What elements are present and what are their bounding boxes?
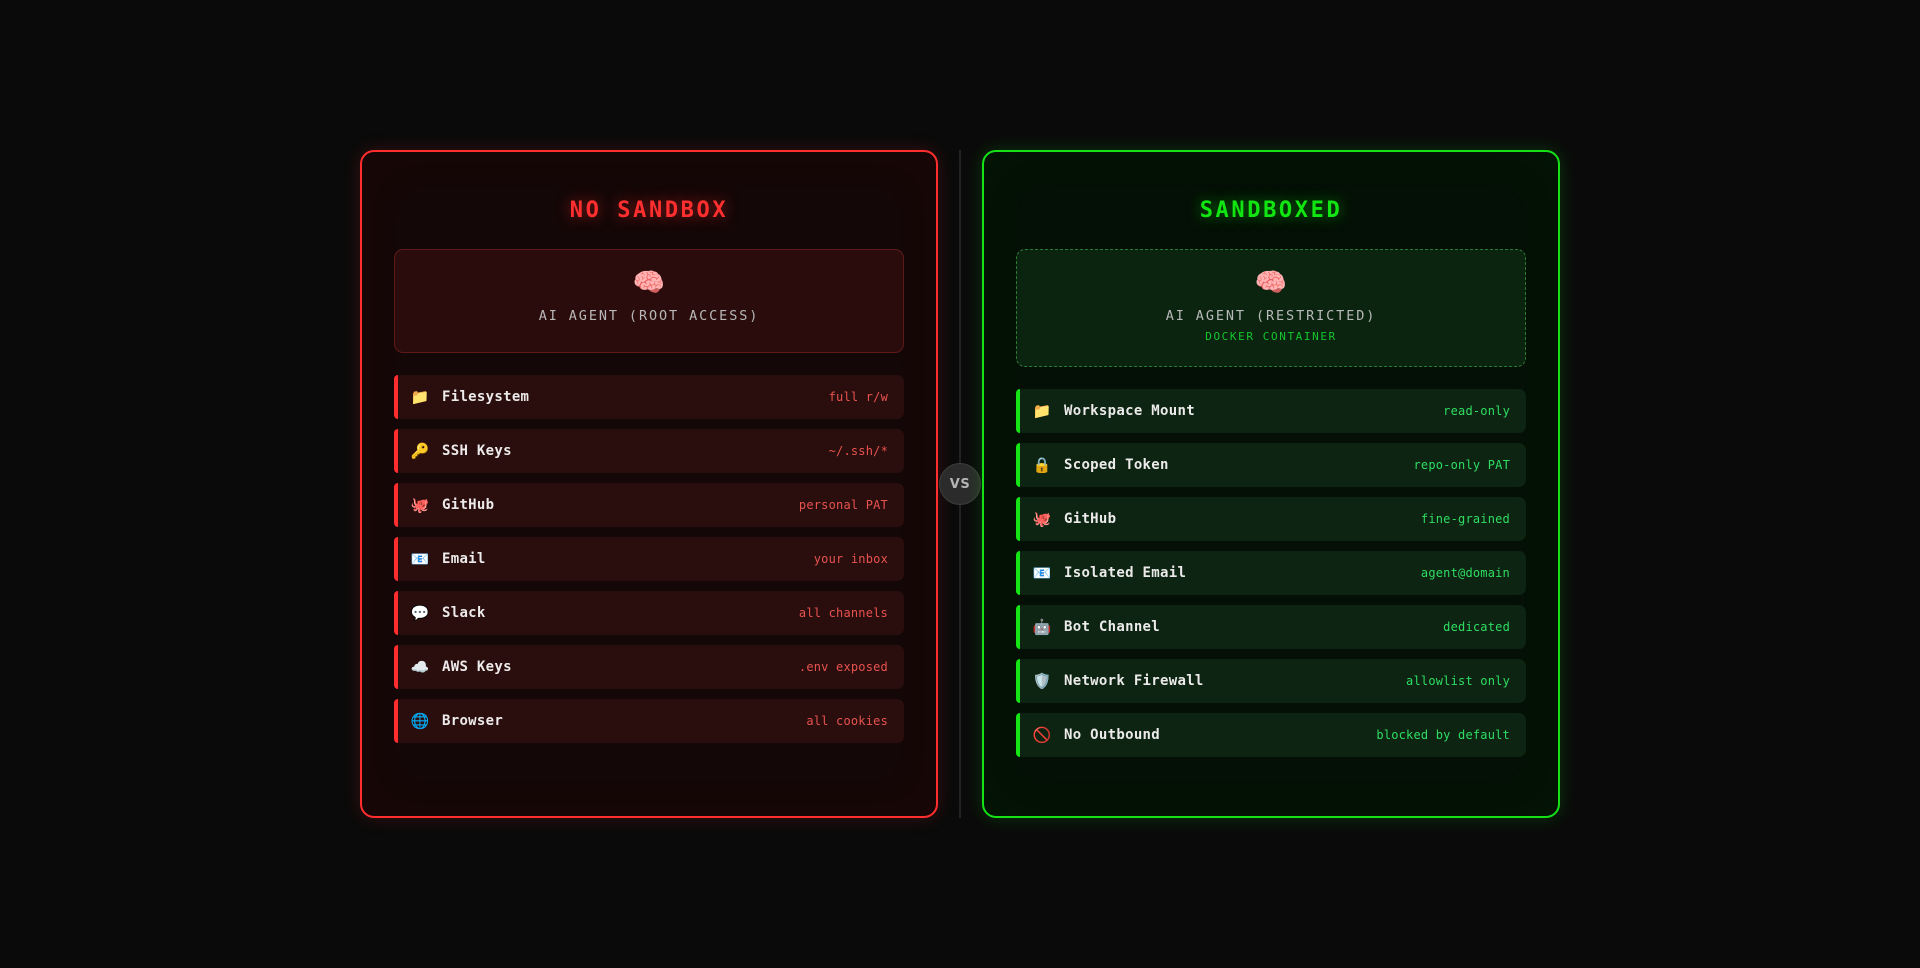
agent-box-restricted: 🧠 AI AGENT (RESTRICTED) DOCKER CONTAINER [1016, 249, 1526, 367]
list-item[interactable]: 📧 Email your inbox [394, 537, 904, 581]
key-icon: 🔑 [410, 442, 430, 460]
list-item[interactable]: 📧 Isolated Email agent@domain [1016, 551, 1526, 595]
panel-sandboxed: SANDBOXED 🧠 AI AGENT (RESTRICTED) DOCKER… [982, 150, 1560, 818]
brain-emoji-icon: 🧠 [632, 268, 666, 298]
row-label: No Outbound [1064, 727, 1161, 743]
vs-badge: VS [939, 463, 981, 505]
list-item[interactable]: 📁 Filesystem full r/w [394, 375, 904, 419]
row-accent-bar [394, 375, 398, 419]
list-item[interactable]: ☁️ AWS Keys .env exposed [394, 645, 904, 689]
row-value: agent@domain [1420, 566, 1510, 580]
row-label: Isolated Email [1064, 565, 1187, 581]
row-accent-bar [1016, 443, 1020, 487]
row-label: Scoped Token [1064, 457, 1169, 473]
lock-icon: 🔒 [1032, 456, 1052, 474]
row-accent-bar [1016, 389, 1020, 433]
shield-icon: 🛡️ [1032, 672, 1052, 690]
row-accent-bar [394, 699, 398, 743]
list-item[interactable]: 🐙 GitHub fine-grained [1016, 497, 1526, 541]
octopus-icon: 🐙 [410, 496, 430, 514]
row-label: Bot Channel [1064, 619, 1161, 635]
row-label: GitHub [1064, 511, 1117, 527]
row-value: read-only [1443, 404, 1510, 418]
agent-sublabel-docker-container: DOCKER CONTAINER [1205, 330, 1337, 343]
row-label: Network Firewall [1064, 673, 1204, 689]
panel-no-sandbox: NO SANDBOX 🧠 AI AGENT (ROOT ACCESS) 📁 Fi… [360, 150, 938, 818]
robot-icon: 🤖 [1032, 618, 1052, 636]
row-value: allowlist only [1406, 674, 1510, 688]
list-item[interactable]: 🛡️ Network Firewall allowlist only [1016, 659, 1526, 703]
panel-title-sandboxed: SANDBOXED [1199, 198, 1343, 223]
row-accent-bar [394, 483, 398, 527]
agent-label-restricted: AI AGENT (RESTRICTED) [1165, 308, 1377, 324]
folder-icon: 📁 [410, 388, 430, 406]
row-label: Browser [442, 713, 504, 729]
email-icon: 📧 [410, 550, 430, 568]
speech-balloon-icon: 💬 [410, 604, 430, 622]
brain-emoji-icon: 🧠 [1254, 268, 1288, 298]
folder-icon: 📁 [1032, 402, 1052, 420]
list-item[interactable]: 🔑 SSH Keys ~/.ssh/* [394, 429, 904, 473]
row-accent-bar [394, 645, 398, 689]
row-accent-bar [394, 537, 398, 581]
capability-list-no-sandbox: 📁 Filesystem full r/w 🔑 SSH Keys ~/.ssh/… [394, 375, 904, 743]
row-accent-bar [394, 591, 398, 635]
row-accent-bar [1016, 713, 1020, 757]
row-accent-bar [1016, 605, 1020, 649]
list-item[interactable]: 🌐 Browser all cookies [394, 699, 904, 743]
row-label: AWS Keys [442, 659, 512, 675]
cloud-icon: ☁️ [410, 658, 430, 676]
list-item[interactable]: 🤖 Bot Channel dedicated [1016, 605, 1526, 649]
row-label: Workspace Mount [1064, 403, 1195, 419]
row-label: Email [442, 551, 486, 567]
list-item[interactable]: 📁 Workspace Mount read-only [1016, 389, 1526, 433]
row-accent-bar [1016, 497, 1020, 541]
row-label: Filesystem [442, 389, 530, 405]
row-label: GitHub [442, 497, 495, 513]
agent-label-root-access: AI AGENT (ROOT ACCESS) [538, 308, 760, 324]
row-value: dedicated [1443, 620, 1510, 634]
row-accent-bar [1016, 659, 1020, 703]
row-label: SSH Keys [442, 443, 512, 459]
email-icon: 📧 [1032, 564, 1052, 582]
row-value: fine-grained [1420, 512, 1510, 526]
row-value: blocked by default [1376, 728, 1510, 742]
prohibited-icon: 🚫 [1032, 726, 1052, 744]
list-item[interactable]: 🔒 Scoped Token repo-only PAT [1016, 443, 1526, 487]
row-value: full r/w [828, 390, 888, 404]
row-value: your inbox [813, 552, 888, 566]
row-value: ~/.ssh/* [828, 444, 888, 458]
row-value: all channels [798, 606, 888, 620]
list-item[interactable]: 🚫 No Outbound blocked by default [1016, 713, 1526, 757]
row-value: all cookies [806, 714, 888, 728]
row-value: repo-only PAT [1413, 458, 1510, 472]
capability-list-sandboxed: 📁 Workspace Mount read-only 🔒 Scoped Tok… [1016, 389, 1526, 757]
list-item[interactable]: 💬 Slack all channels [394, 591, 904, 635]
panel-title-no-sandbox: NO SANDBOX [569, 198, 729, 223]
agent-box-root-access: 🧠 AI AGENT (ROOT ACCESS) [394, 249, 904, 353]
row-accent-bar [1016, 551, 1020, 595]
row-value: personal PAT [798, 498, 888, 512]
comparison-diagram: NO SANDBOX 🧠 AI AGENT (ROOT ACCESS) 📁 Fi… [360, 150, 1560, 818]
octopus-icon: 🐙 [1032, 510, 1052, 528]
globe-icon: 🌐 [410, 712, 430, 730]
row-accent-bar [394, 429, 398, 473]
list-item[interactable]: 🐙 GitHub personal PAT [394, 483, 904, 527]
row-label: Slack [442, 605, 486, 621]
row-value: .env exposed [798, 660, 888, 674]
